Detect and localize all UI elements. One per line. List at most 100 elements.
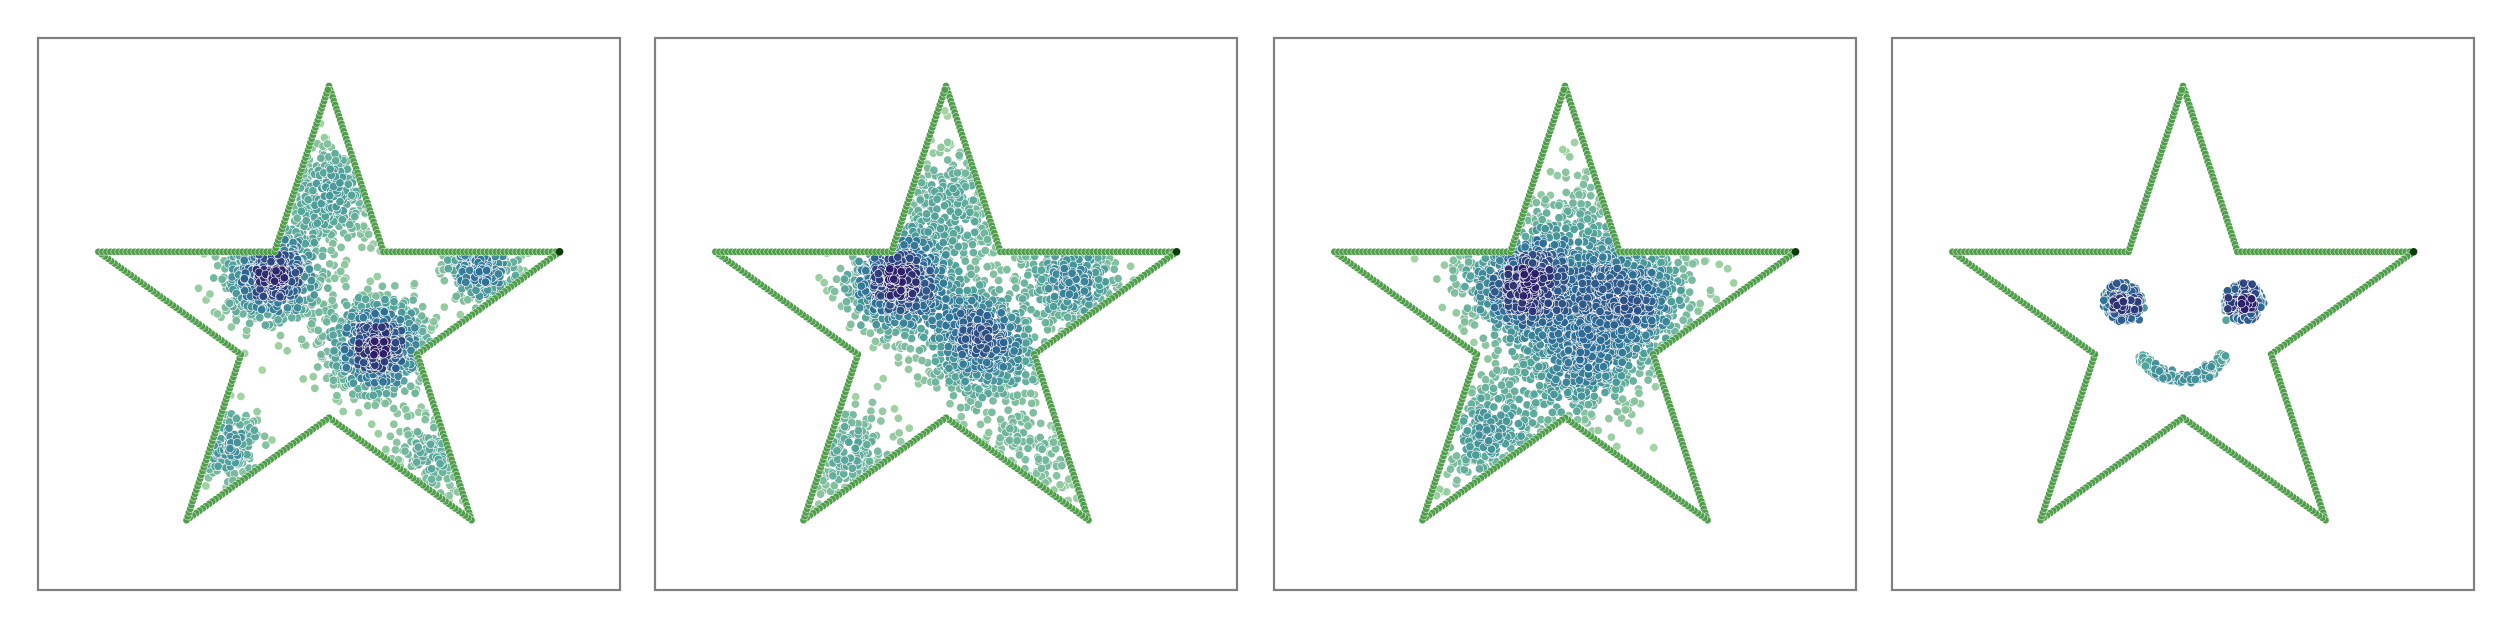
data-point <box>370 400 380 410</box>
data-point <box>844 437 854 447</box>
data-point <box>325 259 335 269</box>
data-point <box>967 240 977 250</box>
data-point <box>1079 286 1089 296</box>
data-point <box>905 344 915 354</box>
data-point <box>357 242 367 252</box>
data-point <box>1067 268 1077 278</box>
data-point <box>340 260 350 270</box>
data-point <box>226 322 236 332</box>
data-point <box>461 277 471 287</box>
data-point <box>1059 264 1069 274</box>
data-point <box>328 330 338 340</box>
data-point <box>380 294 390 304</box>
data-point <box>977 393 987 403</box>
data-point <box>1036 265 1046 275</box>
data-point <box>878 374 888 384</box>
data-point <box>1126 261 1136 271</box>
data-point <box>899 318 909 328</box>
data-point <box>893 352 903 362</box>
data-point <box>335 178 345 188</box>
data-point <box>346 311 356 321</box>
data-point <box>482 265 492 275</box>
data-point <box>392 437 402 447</box>
data-point <box>922 209 932 219</box>
data-point <box>1037 444 1047 454</box>
data-point <box>900 330 910 340</box>
data-point <box>938 238 948 248</box>
data-point <box>201 481 211 491</box>
data-point <box>839 274 849 284</box>
panel-2 <box>653 36 1239 592</box>
data-point <box>370 309 380 319</box>
data-point <box>856 281 866 291</box>
data-point <box>323 283 333 293</box>
data-point <box>389 297 399 307</box>
data-point <box>1044 284 1054 294</box>
data-point <box>954 266 964 276</box>
data-point <box>354 338 364 348</box>
data-point <box>373 429 383 439</box>
data-point <box>260 431 270 441</box>
data-point <box>872 382 882 392</box>
data-point <box>1050 291 1060 301</box>
data-point <box>240 286 250 296</box>
data-point <box>343 233 353 243</box>
data-point <box>1064 277 1074 287</box>
data-point <box>957 350 967 360</box>
data-point <box>298 374 308 384</box>
data-point <box>347 190 357 200</box>
data-point <box>941 250 951 260</box>
data-point <box>1019 278 1029 288</box>
data-point <box>379 357 389 367</box>
data-point <box>1023 270 1033 280</box>
data-point <box>862 440 872 450</box>
data-point <box>316 153 326 163</box>
data-point <box>345 220 355 230</box>
data-point <box>418 326 428 336</box>
data-point <box>325 164 335 174</box>
data-point <box>297 334 307 344</box>
data-point <box>960 168 970 178</box>
data-point <box>367 419 377 429</box>
data-point <box>303 195 313 205</box>
data-point <box>363 284 373 294</box>
data-point <box>840 422 850 432</box>
data-point <box>1005 424 1015 434</box>
data-point <box>1026 305 1036 315</box>
data-point <box>337 215 347 225</box>
data-point <box>840 284 850 294</box>
data-point <box>338 406 348 416</box>
data-point <box>342 323 352 333</box>
data-point <box>948 236 958 246</box>
data-point <box>413 442 423 452</box>
data-point <box>369 350 379 360</box>
data-point <box>364 229 374 239</box>
data-point <box>1025 436 1035 446</box>
data-point <box>331 156 341 166</box>
data-point <box>358 313 368 323</box>
data-point <box>1064 289 1074 299</box>
data-point <box>941 294 951 304</box>
data-point <box>832 274 842 284</box>
data-point <box>310 383 320 393</box>
data-point <box>403 411 413 421</box>
data-point <box>296 206 306 216</box>
data-point <box>877 406 887 416</box>
data-point <box>970 217 980 227</box>
data-point <box>236 391 246 401</box>
data-point <box>350 212 360 222</box>
data-point <box>340 345 350 355</box>
data-point <box>232 438 242 448</box>
data-point <box>870 336 880 346</box>
data-point <box>493 269 503 279</box>
data-point <box>1041 318 1051 328</box>
data-point <box>948 184 958 194</box>
data-point <box>217 274 227 284</box>
data-point <box>987 407 997 417</box>
data-point <box>327 295 337 305</box>
data-point <box>463 295 473 305</box>
data-point <box>982 262 992 272</box>
data-point <box>841 297 851 307</box>
data-point <box>847 463 857 473</box>
data-point <box>329 314 339 324</box>
